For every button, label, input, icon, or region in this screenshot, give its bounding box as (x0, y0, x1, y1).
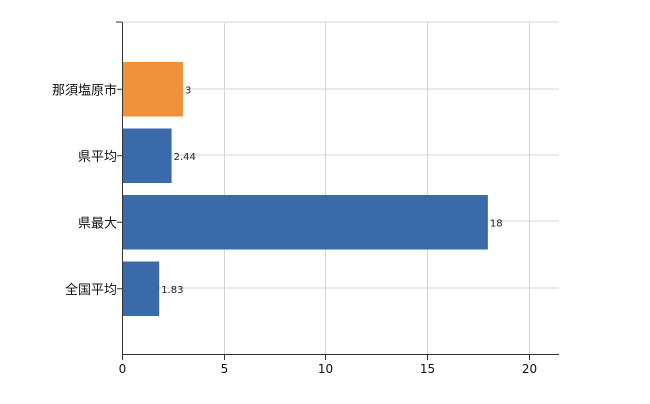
data-label: 2.44 (174, 152, 196, 163)
x-tick-label: 20 (522, 362, 537, 376)
bar (122, 62, 183, 117)
x-tick-label: 10 (318, 362, 333, 376)
data-label: 18 (490, 218, 503, 229)
bar (122, 195, 488, 250)
y-tick-label: 県最大 (78, 216, 117, 231)
y-tick-label: 県平均 (78, 150, 117, 165)
y-tick-label: 全国平均 (65, 282, 117, 298)
y-tick-label: 那須塩原市 (52, 82, 117, 98)
bar (122, 128, 172, 183)
data-label: 3 (185, 85, 191, 96)
x-tick-label: 5 (221, 362, 229, 376)
bar (122, 261, 160, 316)
data-label: 1.83 (161, 285, 183, 296)
x-tick-label: 15 (420, 362, 435, 376)
x-tick-label: 0 (119, 362, 127, 376)
